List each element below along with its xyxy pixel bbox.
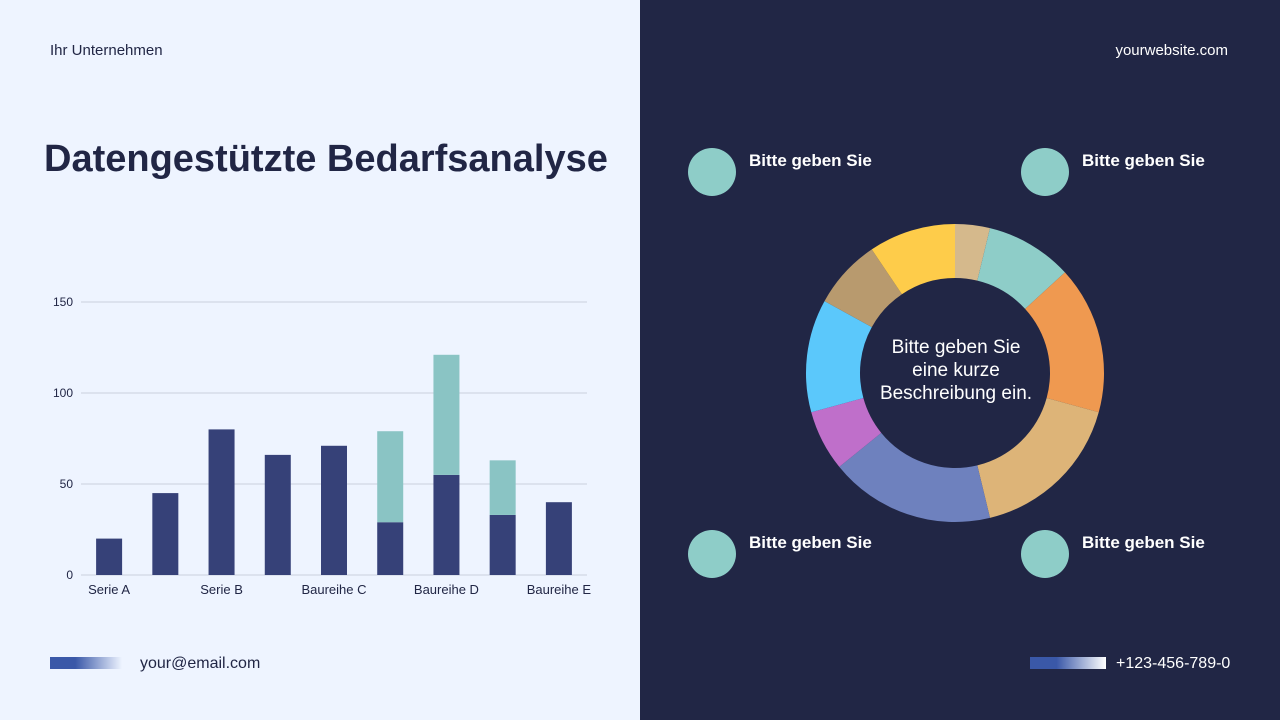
bar-series-2 <box>433 354 460 475</box>
bar-chart: 0 50 100 150 Serie A Serie B Baureihe C Baureih… <box>53 295 592 597</box>
donut-center-line-3: Beschreibung ein. <box>879 383 1033 404</box>
callout-label-1: Bitte geben Sie <box>749 151 872 170</box>
email-link[interactable]: your@email.com <box>140 655 261 672</box>
donut-center-text: Bitte geben Sie eine kurze Beschreibung … <box>866 336 1046 405</box>
company-name: Ihr Unternehmen <box>50 42 163 59</box>
x-tick-label: Baureihe C <box>301 582 366 597</box>
x-tick-label: Baureihe E <box>527 582 592 597</box>
phone-accent-bar <box>1030 657 1106 669</box>
website-link[interactable]: yourwebsite.com <box>1115 42 1228 59</box>
donut-slice-9 <box>871 224 955 295</box>
callout-label-3: Bitte geben Sie <box>749 533 872 552</box>
y-tick-label: 50 <box>60 477 74 491</box>
page-title: Datengestützte Bedarfsanalyse <box>44 138 608 180</box>
y-tick-label: 150 <box>53 295 73 309</box>
callout-dot-2 <box>1021 148 1069 196</box>
donut-slice-5 <box>839 432 990 522</box>
callout-dot-1 <box>688 148 736 196</box>
left-panel <box>0 0 640 720</box>
donut-slice-8 <box>824 249 902 328</box>
bar-series-1 <box>321 445 347 575</box>
x-tick-label: Serie A <box>88 582 130 597</box>
donut-chart <box>806 224 1104 522</box>
bar-series-1 <box>152 493 179 575</box>
callout-label-4: Bitte geben Sie <box>1082 533 1205 552</box>
bar-series-1 <box>208 429 235 575</box>
x-tick-label: Baureihe D <box>414 582 479 597</box>
callout-dot-3 <box>688 530 736 578</box>
bar-series-2 <box>489 460 516 515</box>
donut-slice-6 <box>811 398 882 467</box>
email-accent-bar <box>50 657 122 669</box>
bar-series-1 <box>96 538 123 575</box>
donut-center-line-1: Bitte geben Sie <box>891 337 1021 358</box>
y-tick-label: 0 <box>66 568 73 582</box>
callout-label-2: Bitte geben Sie <box>1082 151 1205 170</box>
donut-slice-2 <box>977 228 1065 309</box>
donut-center-line-2: eine kurze <box>912 360 1000 381</box>
callout-dot-4 <box>1021 530 1069 578</box>
bar-series-1 <box>433 474 460 575</box>
x-tick-label: Serie B <box>200 582 243 597</box>
bar-series-1 <box>489 514 516 575</box>
donut-slice-4 <box>977 398 1099 518</box>
bar-series-1 <box>264 454 291 575</box>
donut-slice-3 <box>1025 272 1104 413</box>
phone-number: +123-456-789-0 <box>1116 655 1231 672</box>
y-tick-label: 100 <box>53 386 73 400</box>
right-panel <box>640 0 1280 720</box>
bar-series-1 <box>545 502 572 575</box>
bar-series-1 <box>377 522 404 575</box>
donut-slice-7 <box>806 301 872 413</box>
bar-series-2 <box>377 431 404 523</box>
donut-slice-1 <box>955 224 990 281</box>
